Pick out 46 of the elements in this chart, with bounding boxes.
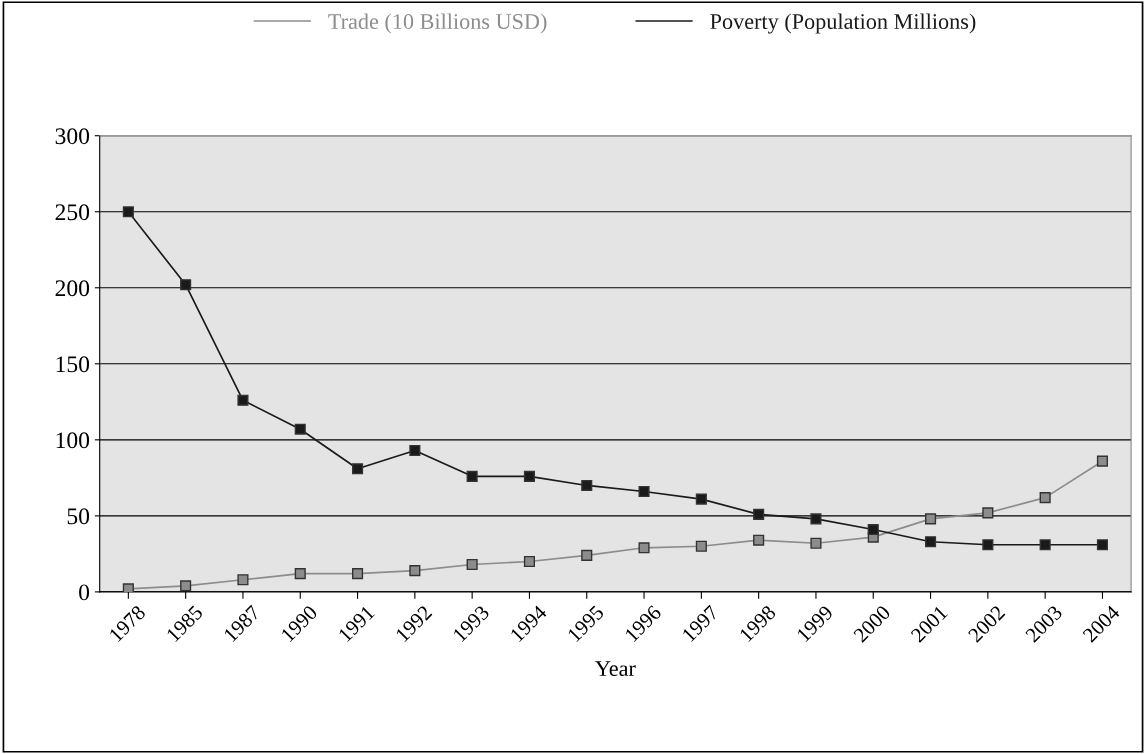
point: [351, 568, 364, 580]
point: [122, 583, 134, 592]
point: [1096, 455, 1109, 467]
point: [867, 523, 879, 536]
point: [409, 444, 421, 457]
y-tick-label: 250: [55, 204, 90, 221]
point: [237, 574, 249, 586]
point: [294, 423, 306, 435]
point: [466, 470, 478, 482]
point: [810, 537, 822, 549]
point: [581, 549, 593, 561]
point: [180, 580, 192, 592]
y-tick-label: 0: [79, 584, 90, 601]
point: [122, 206, 134, 218]
point: [695, 493, 707, 505]
point: [1039, 492, 1051, 504]
point: [581, 479, 593, 492]
point: [409, 565, 421, 577]
x-axis-title: Year: [595, 661, 636, 677]
point: [294, 568, 306, 580]
point: [753, 508, 765, 520]
point: [810, 513, 822, 525]
point: [237, 394, 249, 406]
point: [1096, 539, 1109, 551]
point: [982, 507, 994, 519]
y-tick-label: 200: [55, 280, 90, 297]
point: [523, 470, 536, 482]
point: [180, 279, 192, 291]
y-tick-label: 300: [55, 128, 90, 145]
point: [695, 540, 707, 552]
point: [638, 485, 650, 498]
point: [924, 513, 937, 525]
point: [638, 542, 650, 554]
y-tick-label: 150: [56, 356, 90, 373]
point: [753, 534, 765, 546]
legend-label: Trade (10 Billions USD): [328, 13, 547, 34]
legend-label: Poverty (Population Millions): [710, 13, 976, 34]
x-tick-label: 1991: [337, 605, 376, 643]
point: [924, 536, 937, 548]
y-tick-label: 100: [56, 432, 90, 449]
point: [523, 555, 536, 568]
y-tick-label: 50: [67, 508, 90, 525]
point: [1039, 539, 1051, 551]
point: [982, 539, 994, 551]
point: [466, 558, 478, 571]
point: [351, 463, 364, 475]
